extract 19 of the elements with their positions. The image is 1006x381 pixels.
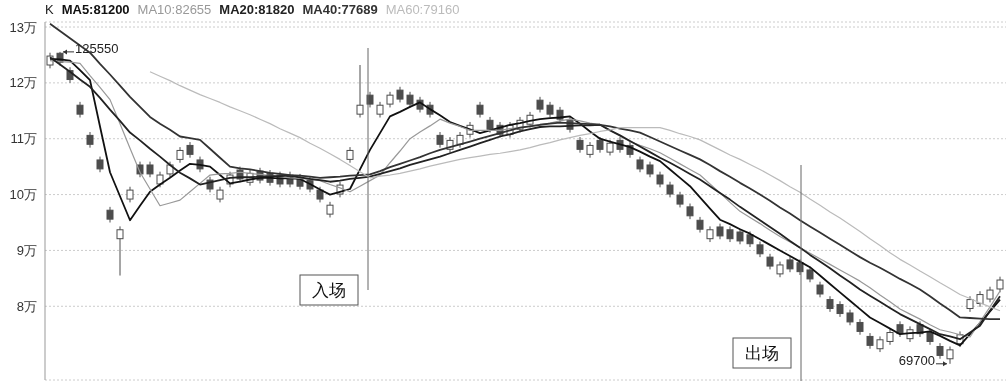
annotation: 入场 xyxy=(312,281,346,300)
text: MA10:82655 xyxy=(137,1,212,19)
line-series xyxy=(49,22,1001,321)
y-tick-label: 11万 xyxy=(10,131,37,147)
text: MA40:77689 xyxy=(302,1,378,19)
legend-title: K xyxy=(45,1,54,19)
text: MA20:81820 xyxy=(219,1,295,19)
y-tick-label: 9万 xyxy=(16,243,37,259)
y-tick-label: 8万 xyxy=(16,298,37,314)
y-tick-label: 10万 xyxy=(9,187,37,203)
annotation: 出场 xyxy=(745,344,779,363)
y-tick-label: 12万 xyxy=(9,75,37,91)
y-tick-label: 13万 xyxy=(9,19,37,35)
text: MA60:79160 xyxy=(385,1,460,19)
candlestick xyxy=(116,225,124,277)
annotation: 69700 xyxy=(898,352,935,368)
text: MA5:81200 xyxy=(61,1,130,19)
candlestick xyxy=(356,64,364,118)
line-series xyxy=(149,71,1001,312)
